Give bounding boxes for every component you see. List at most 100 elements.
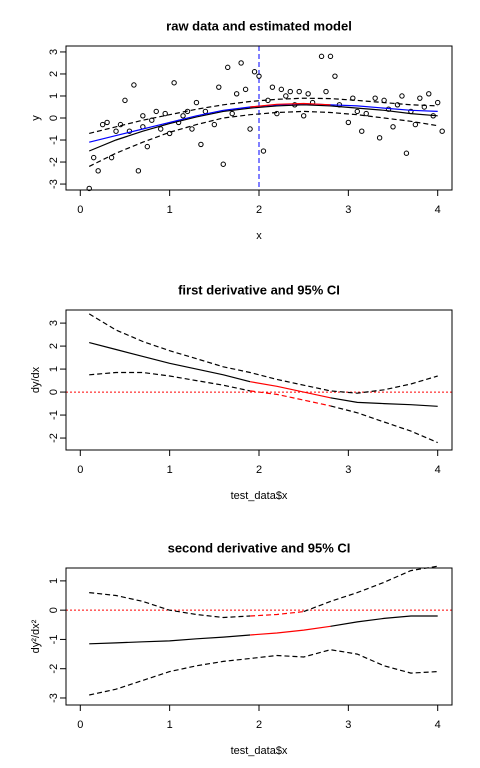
y-axis-label: dy²/dx² — [30, 619, 42, 653]
x-tick-label: 0 — [77, 204, 83, 216]
point — [332, 73, 338, 79]
chart-title: first derivative and 95% CI — [178, 282, 340, 297]
x-tick-label: 3 — [345, 464, 351, 476]
point — [220, 161, 226, 167]
point — [287, 88, 293, 95]
curve — [89, 342, 438, 407]
point — [153, 108, 159, 115]
curve — [88, 110, 438, 167]
y-tick-label: -3 — [48, 693, 60, 703]
x-tick-label: 4 — [435, 204, 441, 216]
point — [439, 128, 445, 134]
point — [399, 93, 405, 99]
point — [131, 82, 137, 88]
y-tick-label: 1 — [48, 93, 60, 99]
curve — [89, 649, 438, 696]
curve — [89, 615, 438, 645]
x-tick-label: 2 — [256, 204, 262, 216]
y-tick-label: -1 — [48, 135, 60, 145]
x-tick-label: 1 — [167, 204, 173, 216]
point — [86, 185, 92, 192]
y-tick-label: 1 — [48, 366, 60, 372]
point — [216, 84, 222, 90]
point — [256, 73, 262, 79]
point — [283, 93, 289, 99]
point — [403, 150, 410, 156]
y-tick-label: 2 — [48, 71, 60, 77]
curve — [89, 97, 438, 134]
curve — [88, 104, 438, 152]
point — [202, 108, 209, 115]
point — [95, 168, 101, 174]
point — [359, 128, 365, 134]
curve — [250, 102, 331, 108]
point — [90, 154, 97, 161]
x-tick-label: 1 — [167, 719, 173, 731]
point — [233, 91, 240, 97]
x-axis-label: x — [256, 230, 262, 242]
y-tick-label: -1 — [48, 635, 60, 645]
y-tick-label: 2 — [48, 343, 60, 349]
curve — [89, 103, 438, 143]
curve — [250, 390, 331, 407]
curve — [88, 313, 438, 394]
point — [158, 126, 164, 132]
point — [394, 102, 401, 108]
x-axis-label: test_data$x — [231, 490, 288, 502]
x-tick-label: 0 — [77, 464, 83, 476]
point — [296, 88, 302, 95]
point — [113, 128, 119, 134]
x-tick-label: 4 — [435, 464, 441, 476]
point — [247, 126, 253, 132]
point — [211, 121, 218, 128]
point — [193, 99, 200, 106]
point — [198, 141, 204, 148]
point — [135, 168, 142, 174]
x-axis-label: test_data$x — [231, 745, 288, 757]
point — [99, 121, 106, 128]
point — [104, 119, 110, 126]
point — [376, 135, 383, 141]
y-tick-label: 3 — [48, 320, 60, 326]
x-tick-label: 4 — [435, 719, 441, 731]
y-tick-label: -1 — [48, 410, 60, 420]
point — [229, 110, 235, 117]
y-tick-label: 0 — [48, 389, 60, 395]
x-tick-label: 3 — [345, 204, 351, 216]
point — [390, 124, 396, 130]
point — [305, 91, 311, 97]
point — [144, 143, 151, 150]
y-tick-label: -2 — [48, 664, 60, 674]
point — [412, 121, 419, 128]
y-axis-label: y — [30, 115, 42, 121]
curve — [250, 611, 304, 617]
point — [189, 126, 195, 132]
point — [426, 91, 432, 97]
plot-frame — [65, 567, 453, 706]
y-tick-label: -3 — [48, 179, 60, 189]
point — [318, 53, 325, 60]
x-tick-label: 3 — [345, 719, 351, 731]
y-tick-label: 0 — [48, 115, 60, 121]
point — [260, 148, 267, 154]
point — [251, 69, 258, 75]
point — [122, 97, 128, 104]
point — [162, 110, 168, 117]
point — [345, 119, 352, 126]
chart-title: second derivative and 95% CI — [168, 540, 351, 555]
point — [327, 53, 334, 60]
point — [323, 88, 329, 95]
point — [238, 60, 244, 66]
curve — [89, 371, 438, 444]
point — [278, 86, 285, 93]
x-tick-label: 0 — [77, 719, 83, 731]
plot-frame — [65, 45, 453, 191]
y-axis-label: dy/dx — [30, 366, 42, 393]
y-tick-label: -2 — [48, 157, 60, 167]
chart-title: raw data and estimated model — [166, 18, 352, 33]
point — [363, 110, 369, 117]
x-tick-label: 2 — [256, 464, 262, 476]
plot-frame — [65, 309, 453, 451]
point — [435, 99, 441, 106]
